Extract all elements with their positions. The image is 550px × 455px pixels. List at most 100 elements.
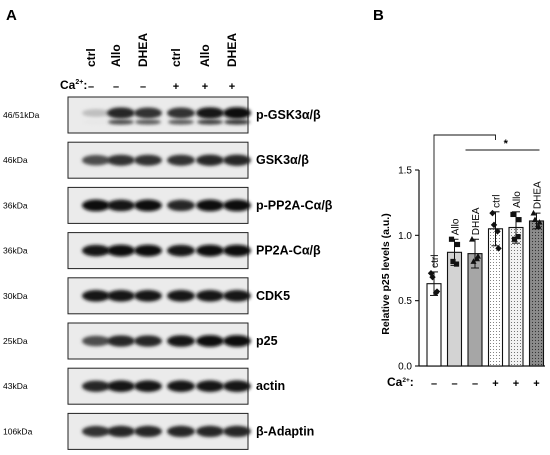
calcium-sign: – — [472, 378, 478, 390]
blot-row: 46/51kDa p-GSK3α/β — [3, 96, 321, 134]
blot-label: p-PP2A-Cα/β — [256, 198, 333, 212]
blot-band — [196, 380, 224, 392]
data-point — [469, 236, 475, 242]
lane-labels: ctrl Allo DHEA ctrl Allo DHEA — [84, 33, 239, 67]
calcium-row-b: Ca2+: – – – + + + — [387, 375, 540, 390]
data-point — [454, 241, 461, 248]
kda-label: 106kDa — [3, 426, 33, 436]
data-point — [432, 289, 440, 297]
blot-band — [223, 335, 251, 347]
data-point — [450, 258, 456, 265]
data-point — [532, 216, 538, 223]
kda-label: 46kDa — [3, 155, 28, 165]
significance-star: * — [504, 138, 509, 150]
bar-group: DHEA — [528, 181, 545, 367]
data-point — [516, 217, 522, 223]
blot-band — [223, 425, 251, 438]
kda-label: 36kDa — [3, 200, 28, 210]
lane-label: DHEA — [136, 33, 150, 67]
blot-band — [82, 244, 110, 257]
y-tick-label: 1.0 — [398, 231, 412, 242]
blot-label: p25 — [256, 334, 278, 348]
blot-band — [107, 335, 135, 347]
blot-label: actin — [256, 379, 285, 393]
panel-a-letter: A — [6, 7, 17, 24]
blot-band — [167, 107, 195, 119]
data-point — [470, 258, 477, 264]
y-tick-label: 0.0 — [398, 362, 412, 373]
blot-band — [107, 290, 135, 302]
blot-band — [167, 154, 195, 166]
kda-label: 46/51kDa — [3, 110, 40, 120]
blot-band — [107, 425, 135, 438]
bar-group: DHEA — [467, 207, 483, 367]
blot-row: 36kDa p-PP2A-Cα/β — [3, 186, 333, 224]
blot-band — [167, 380, 195, 392]
kda-label: 43kDa — [3, 381, 28, 391]
blot-band — [107, 380, 135, 392]
bar-group: Allo — [508, 191, 524, 367]
bar — [508, 226, 524, 367]
blot-band — [167, 199, 195, 212]
blot-label: p-GSK3α/β — [256, 108, 321, 122]
blot-band — [82, 109, 110, 117]
blot-band — [82, 425, 110, 437]
significance-bracket: * — [433, 134, 540, 268]
data-point — [429, 273, 436, 281]
blot-band — [223, 199, 251, 212]
blot-band — [107, 244, 135, 257]
blot-row: 30kDa CDK5 — [3, 277, 290, 315]
calcium-sign: + — [533, 378, 539, 390]
bar-chart: 0.0 0.5 1.0 1.5 Relative p25 levels (a.u.) ct… — [380, 134, 545, 390]
y-tick-label: 0.5 — [398, 296, 412, 307]
y-axis-title: Relative p25 levels (a.u.) — [380, 213, 392, 334]
blot-row: 43kDa actin — [3, 367, 285, 405]
calcium-sign: + — [492, 378, 498, 390]
calcium-label: Ca2+: — [60, 78, 87, 92]
blot-band — [224, 119, 250, 125]
bracket-line — [433, 134, 496, 268]
blot-band — [196, 290, 224, 302]
bar-group: Allo — [446, 218, 463, 367]
lane-label: ctrl — [169, 48, 183, 67]
data-point — [515, 234, 521, 240]
blot-band — [134, 290, 162, 302]
lane-label: DHEA — [225, 33, 239, 67]
data-point — [511, 236, 518, 242]
bar — [446, 251, 463, 367]
blot-band — [82, 290, 110, 302]
blot-band — [83, 119, 109, 125]
bar-label: ctrl — [492, 194, 503, 207]
blot-label: CDK5 — [256, 289, 290, 303]
blot-band — [134, 425, 162, 438]
lane-label: Allo — [198, 44, 212, 67]
blot-band — [196, 425, 224, 438]
data-point — [530, 209, 537, 216]
data-point — [490, 221, 498, 229]
calcium-sign: – — [88, 81, 94, 93]
calcium-sign: + — [173, 81, 179, 93]
blot-band — [134, 154, 162, 166]
bar-label: DHEA — [533, 181, 544, 209]
data-point — [489, 209, 496, 217]
western-blots: 46/51kDa p-GSK3α/β 46kDa GSK3α/β 36kDa p-PP2A… — [3, 96, 333, 450]
blot-band — [134, 335, 162, 347]
blot-band — [223, 380, 251, 392]
calcium-sign: + — [229, 81, 235, 93]
blot-band — [107, 199, 135, 212]
data-point — [453, 261, 460, 267]
blot-band — [223, 290, 251, 302]
blot-band — [82, 199, 110, 212]
blot-band — [196, 199, 224, 212]
calcium-row-a: Ca2+: – – – + + + — [60, 78, 235, 93]
blot-band — [82, 335, 110, 347]
blot-label: GSK3α/β — [256, 153, 309, 167]
blot-band — [223, 107, 251, 119]
calcium-sign: – — [431, 378, 437, 390]
blot-band — [196, 335, 224, 347]
y-tick-label: 1.5 — [398, 166, 412, 177]
blot-band — [223, 154, 251, 166]
blot-row: 36kDa PP2A-Cα/β — [3, 232, 321, 270]
data-point — [510, 211, 516, 218]
